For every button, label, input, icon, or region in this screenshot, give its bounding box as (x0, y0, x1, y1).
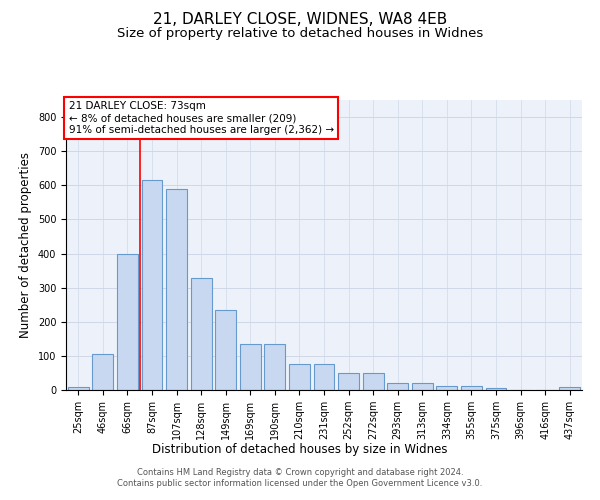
Bar (92, 354, 113, 390)
Bar (68, 388, 89, 390)
Bar (289, 364, 310, 390)
Bar (215, 310, 236, 390)
Bar (338, 373, 359, 390)
Bar (436, 386, 457, 390)
Bar (166, 188, 187, 390)
Text: Distribution of detached houses by size in Widnes: Distribution of detached houses by size … (152, 442, 448, 456)
Bar (191, 278, 212, 390)
Bar (142, 180, 163, 390)
Bar (362, 373, 383, 390)
Bar (265, 344, 286, 390)
Text: Size of property relative to detached houses in Widnes: Size of property relative to detached ho… (117, 28, 483, 40)
Bar (412, 383, 433, 390)
Bar (461, 386, 482, 390)
Text: Contains HM Land Registry data © Crown copyright and database right 2024.
Contai: Contains HM Land Registry data © Crown c… (118, 468, 482, 487)
Y-axis label: Number of detached properties: Number of detached properties (19, 152, 32, 338)
Text: 21 DARLEY CLOSE: 73sqm
← 8% of detached houses are smaller (209)
91% of semi-det: 21 DARLEY CLOSE: 73sqm ← 8% of detached … (68, 102, 334, 134)
Bar (314, 364, 334, 390)
Bar (485, 388, 506, 390)
Text: 21, DARLEY CLOSE, WIDNES, WA8 4EB: 21, DARLEY CLOSE, WIDNES, WA8 4EB (153, 12, 447, 28)
Bar (240, 344, 261, 390)
Bar (559, 388, 580, 390)
Bar (117, 254, 138, 390)
Bar (387, 383, 408, 390)
